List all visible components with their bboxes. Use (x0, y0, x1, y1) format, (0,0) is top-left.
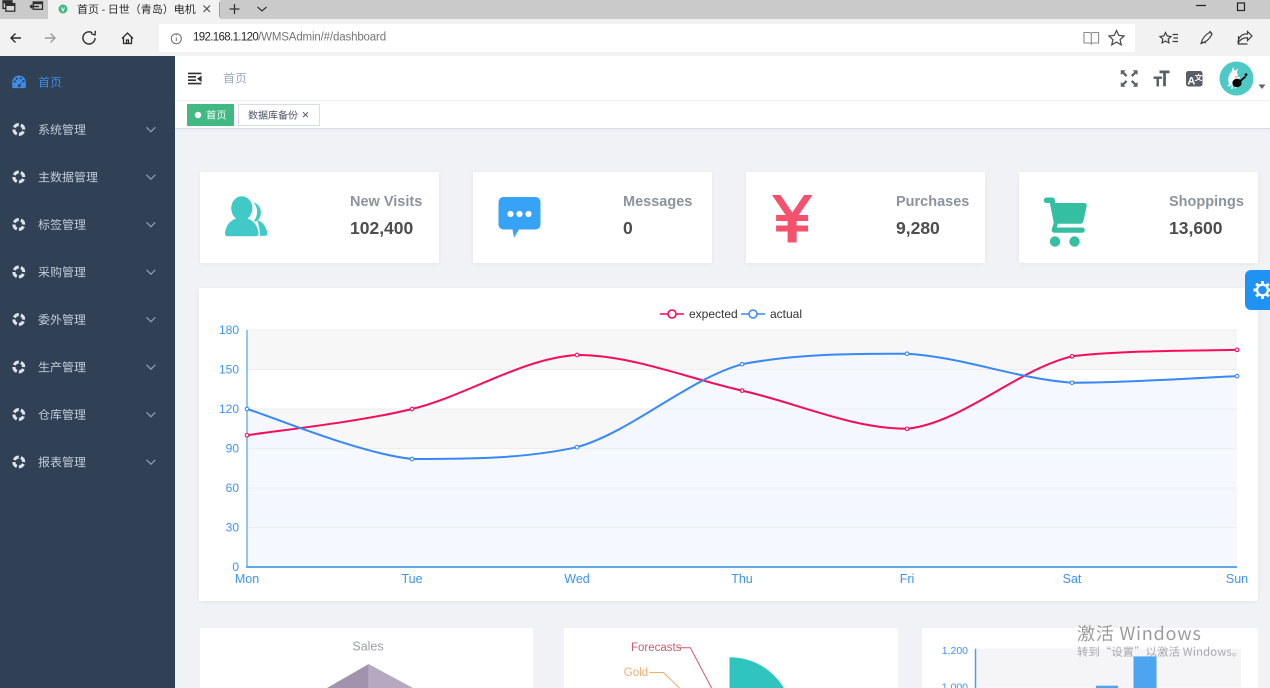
svg-text:expected: expected (689, 307, 738, 321)
svg-text:Messages: Messages (623, 194, 692, 210)
svg-text:Forecasts: Forecasts (631, 642, 682, 654)
svg-text:actual: actual (770, 307, 802, 321)
svg-text:Tue: Tue (401, 572, 422, 586)
svg-text:90: 90 (226, 442, 240, 456)
svg-text:60: 60 (226, 481, 240, 495)
svg-text:192.168.1.120/WMSAdmin/#/dashb: 192.168.1.120/WMSAdmin/#/dashboard (193, 31, 386, 43)
svg-text:Shoppings: Shoppings (1169, 194, 1244, 210)
svg-text:v: v (61, 6, 65, 13)
svg-text:13,600: 13,600 (1169, 218, 1223, 238)
svg-text:9,280: 9,280 (896, 218, 940, 238)
svg-text:Wed: Wed (564, 572, 590, 586)
svg-text:0: 0 (623, 218, 633, 238)
svg-text:A: A (1187, 75, 1195, 87)
svg-text:30: 30 (226, 521, 240, 535)
svg-text:1,200: 1,200 (942, 645, 968, 657)
svg-text:Fri: Fri (900, 572, 915, 586)
svg-text:150: 150 (219, 363, 239, 377)
svg-text:1,000: 1,000 (942, 681, 968, 688)
svg-text:Sales: Sales (352, 640, 383, 654)
svg-text:Thu: Thu (731, 572, 753, 586)
svg-text:102,400: 102,400 (350, 218, 414, 238)
svg-text:120: 120 (219, 402, 239, 416)
svg-text:Mon: Mon (235, 572, 259, 586)
svg-text:Purchases: Purchases (896, 194, 969, 210)
svg-text:Sat: Sat (1063, 572, 1082, 586)
svg-text:180: 180 (219, 323, 239, 337)
svg-text:0: 0 (232, 560, 239, 574)
svg-text:Gold: Gold (624, 667, 648, 679)
svg-text:New Visits: New Visits (350, 194, 422, 210)
svg-text:Sun: Sun (1226, 572, 1248, 586)
